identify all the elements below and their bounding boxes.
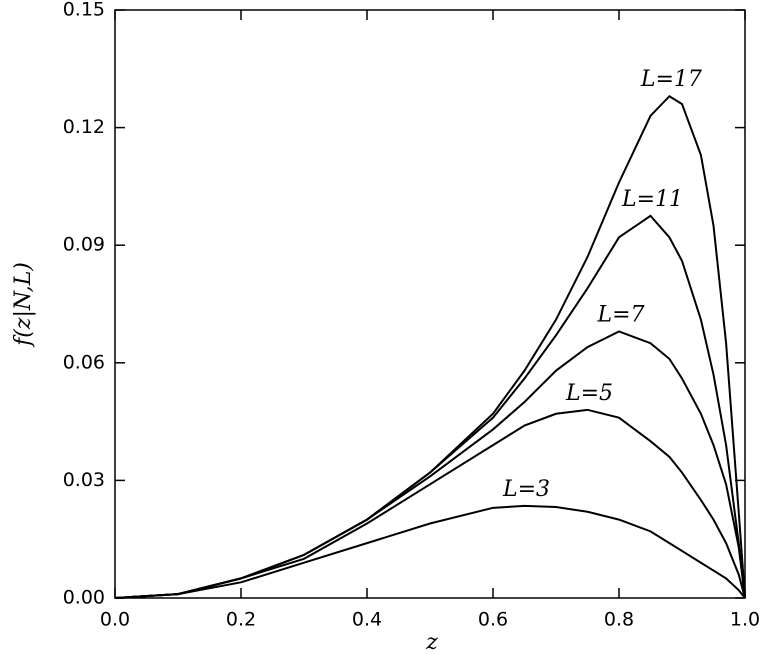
x-tick-label: 0.6 <box>478 609 508 631</box>
x-axis-label: z <box>425 630 438 655</box>
x-tick-label: 0.4 <box>352 609 382 631</box>
y-tick-label: 0.00 <box>63 587 105 609</box>
y-tick-label: 0.15 <box>63 0 105 21</box>
x-tick-label: 0.0 <box>100 609 130 631</box>
y-tick-label: 0.12 <box>63 116 105 138</box>
y-tick-label: 0.03 <box>63 469 105 491</box>
series-label: L=11 <box>621 187 683 212</box>
line-series <box>114 214 746 599</box>
line-series <box>114 408 746 599</box>
line-series <box>114 504 746 599</box>
y-tick-label: 0.09 <box>63 234 105 256</box>
line-series <box>114 330 746 599</box>
series-label: L=7 <box>596 302 644 327</box>
plot-frame <box>114 9 746 599</box>
x-tick-label: 1.0 <box>730 609 760 631</box>
series-label: L=17 <box>640 67 702 92</box>
y-tick-label: 0.06 <box>63 351 105 373</box>
x-tick-label: 0.2 <box>226 609 256 631</box>
y-axis-label: f(z|N,L) <box>11 262 36 348</box>
series-label: L=3 <box>502 477 550 502</box>
x-tick-label: 0.8 <box>604 609 634 631</box>
series-label: L=5 <box>565 381 613 406</box>
